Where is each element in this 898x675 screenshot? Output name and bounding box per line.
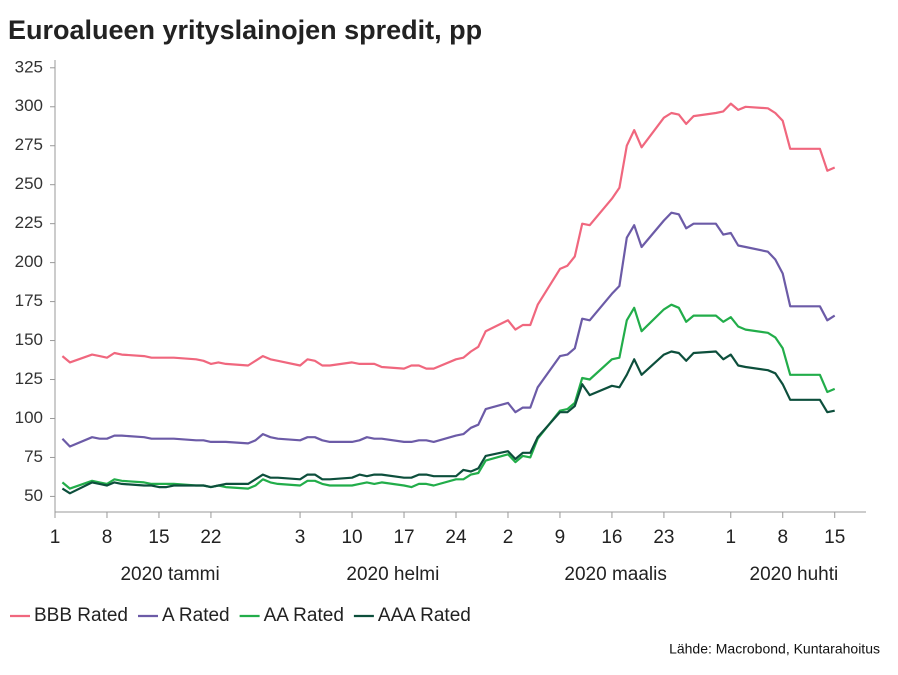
x-tick-label: 24	[445, 527, 467, 548]
y-tick-label: 250	[15, 174, 43, 193]
x-tick-label: 17	[393, 527, 414, 548]
y-tick-label: 200	[15, 252, 43, 271]
y-tick-label: 75	[24, 447, 43, 466]
x-group-label: 2020 maalis	[564, 564, 666, 585]
x-tick-label: 3	[295, 527, 306, 548]
y-tick-label: 325	[15, 57, 43, 76]
chart-title: Euroalueen yrityslainojen spredit, pp	[8, 15, 482, 45]
x-tick-label: 15	[824, 527, 845, 548]
legend-label: AAA Rated	[378, 605, 471, 626]
x-group-label: 2020 tammi	[120, 564, 219, 585]
x-group-label: 2020 helmi	[346, 564, 439, 585]
x-tick-label: 23	[653, 527, 674, 548]
y-tick-label: 50	[24, 486, 43, 505]
x-tick-label: 10	[341, 527, 362, 548]
y-tick-label: 100	[15, 408, 43, 427]
legend-label: BBB Rated	[34, 605, 128, 626]
legend-label: A Rated	[162, 605, 230, 626]
x-tick-label: 2	[503, 527, 514, 548]
x-tick-label: 15	[148, 527, 169, 548]
y-tick-label: 175	[15, 291, 43, 310]
source: Lähde: Macrobond, Kuntarahoitus	[669, 641, 880, 657]
series-line	[61, 303, 836, 490]
y-tick-label: 125	[15, 369, 43, 388]
y-tick-label: 275	[15, 135, 43, 154]
x-tick-label: 9	[555, 527, 566, 548]
y-tick-label: 150	[15, 330, 43, 349]
x-tick-label: 8	[777, 527, 788, 548]
x-tick-label: 8	[102, 527, 113, 548]
y-tick-label: 225	[15, 213, 43, 232]
x-group-label: 2020 huhti	[750, 564, 839, 585]
series-line	[61, 211, 836, 448]
y-tick-label: 300	[15, 96, 43, 115]
x-tick-label: 22	[200, 527, 221, 548]
x-tick-label: 16	[601, 527, 622, 548]
series-line	[61, 350, 835, 495]
series-line	[61, 102, 836, 370]
x-tick-label: 1	[50, 527, 61, 548]
x-tick-label: 1	[725, 527, 736, 548]
legend-label: AA Rated	[264, 605, 344, 626]
